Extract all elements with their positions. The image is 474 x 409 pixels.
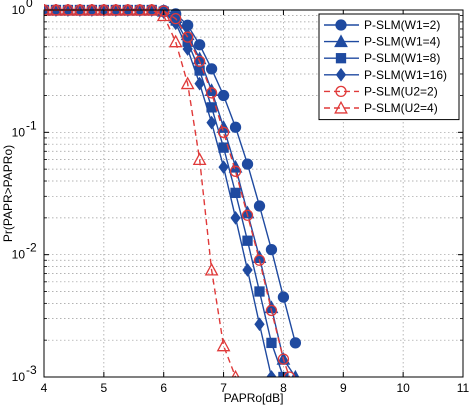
x-tick-label: 8 [280,381,287,395]
data-point [182,31,194,43]
data-point [217,89,230,102]
x-tick-label: 11 [457,381,470,395]
series-line [44,9,237,377]
y-tick-label: 10 [12,125,26,139]
legend-marker [334,34,348,48]
data-point [205,63,218,75]
data-point [240,205,255,219]
y-tick-exponent: -3 [26,363,37,377]
legend-label: P-SLM(W1=4) [364,35,440,49]
data-point [180,76,195,90]
data-point [205,87,218,99]
data-point [265,304,278,317]
legend-marker [335,19,347,31]
legend: P-SLM(W1=2) P-SLM(W1=4) P-SLM(W1=8) P-SLM(W… [318,13,460,121]
y-tick-label: 10 [12,370,26,384]
data-point [253,200,266,212]
data-point [193,55,206,68]
y-tick-exponent: -2 [26,241,37,255]
data-point [266,337,277,349]
data-point [206,115,217,130]
legend-item: P-SLM(W1=16) [324,68,447,82]
data-point [289,337,302,349]
data-point [168,34,183,48]
data-point [192,152,207,166]
legend-box [318,13,460,121]
data-point [182,42,193,56]
x-axis-label: PAPRo[dB] [224,391,284,405]
data-point [254,286,265,297]
plot-frame [43,9,464,378]
legend-marker [335,67,347,82]
x-tick-label: 4 [41,381,48,395]
legend-label: P-SLM(U2=2) [364,84,438,98]
data-point [170,12,182,25]
legend-label: P-SLM(W1=2) [364,18,440,32]
legend-item: P-SLM(W1=4) [324,34,440,49]
data-point [265,243,278,256]
data-point [277,353,290,365]
data-point [241,209,254,221]
data-point [230,210,241,225]
legend-marker [334,100,348,114]
data-point [194,76,205,91]
legend-item: P-SLM(W1=8) [324,51,440,65]
x-tick-label: 5 [101,381,108,395]
data-point [230,187,241,199]
x-tick-label: 6 [160,381,167,395]
x-tick-label: 10 [396,381,410,395]
legend-item: P-SLM(W1=2) [324,18,440,32]
series-line [44,9,285,377]
data-point [204,83,219,97]
data-point [156,8,171,22]
series-layer [44,4,302,377]
legend-label: P-SLM(U2=4) [364,101,438,115]
legend-item: P-SLM(U2=2) [324,84,438,98]
data-point [192,51,207,65]
data-point [193,39,206,51]
data-point [253,254,266,266]
data-point [229,165,242,177]
data-point [266,370,277,377]
legend-marker [335,53,347,64]
data-point [283,371,296,377]
y-tick-exponent: 0 [26,0,33,10]
y-tick-exponent: -1 [26,118,37,132]
data-point [242,235,253,246]
data-point [242,263,253,277]
legend-item: P-SLM(U2=4) [324,100,438,115]
data-point [217,126,230,138]
data-point [254,317,265,332]
legend-label: P-SLM(W1=8) [364,51,440,65]
y-tick-label: 10 [12,3,26,17]
y-axis-label: Pr(PAPR>PAPRo) [1,145,15,242]
data-point [229,121,242,133]
y-tick-label: 10 [12,248,26,262]
data-point [204,262,219,276]
x-tick-label: 9 [340,381,347,395]
data-point [277,291,290,303]
data-point [218,160,229,174]
data-point [241,158,254,170]
series-6 [44,4,240,377]
series-line [44,9,291,377]
legend-marker [335,85,347,98]
data-point [216,338,231,352]
x-tick-label: 7 [220,381,227,395]
series-3 [44,4,289,377]
legend-label: P-SLM(W1=16) [364,68,447,82]
